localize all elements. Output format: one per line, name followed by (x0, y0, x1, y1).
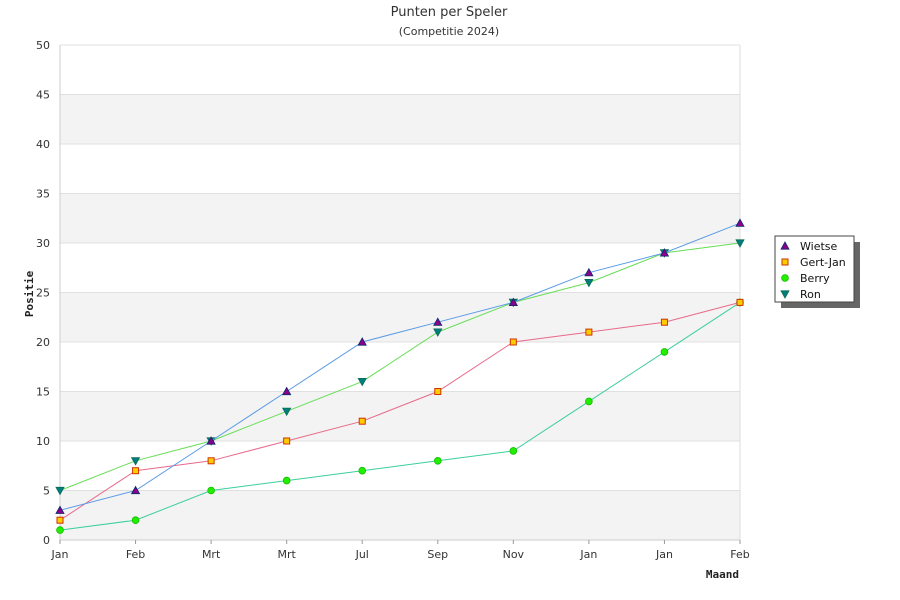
data-point (207, 486, 215, 495)
data-point (509, 447, 518, 455)
legend-marker (781, 274, 789, 282)
y-tick-label: 10 (36, 435, 50, 448)
y-tick-label: 5 (43, 485, 50, 498)
data-point (206, 436, 216, 445)
data-point (660, 348, 669, 356)
grid-band (60, 193, 740, 243)
y-axis: 0 5 10 15 20 25 30 35 40 45 50 (36, 39, 50, 547)
series-line (59, 301, 741, 531)
y-tick-label: 0 (43, 534, 50, 547)
legend: Wietse Gert-Jan Berry Ron (774, 235, 860, 308)
series-line (59, 222, 741, 511)
legend-marker (780, 290, 790, 299)
chart-title: Punten per Speler (391, 5, 508, 20)
data-point (281, 386, 292, 396)
data-point (55, 486, 65, 496)
y-tick-label: 40 (36, 138, 50, 151)
y-tick-label: 25 (36, 287, 50, 300)
data-point (585, 328, 593, 336)
grid-band (60, 45, 740, 95)
x-tick-label: Mrt (202, 548, 221, 561)
y-tick-label: 30 (36, 237, 50, 250)
data-point (508, 297, 519, 307)
x-tick-label: Jul (355, 548, 369, 561)
legend-label: Gert-Jan (800, 256, 846, 269)
x-tick-label: Jan (579, 548, 597, 561)
data-point (660, 318, 668, 326)
data-point (433, 456, 442, 465)
data-point (56, 516, 64, 524)
legend-label: Wietse (800, 240, 838, 253)
y-tick-label: 45 (36, 89, 50, 102)
y-axis-title: Positie (23, 270, 36, 317)
data-point (282, 476, 291, 485)
x-axis-title: Maand (706, 568, 739, 581)
grid-band (60, 391, 740, 441)
x-tick-label: Feb (730, 548, 749, 561)
data-point (130, 457, 141, 466)
data-point (283, 437, 291, 445)
x-tick-label: Nov (503, 548, 525, 561)
grid-band (60, 243, 740, 293)
y-tick-label: 35 (36, 188, 50, 201)
data-point (433, 317, 443, 326)
data-point (584, 278, 594, 288)
series-wietse (55, 218, 745, 514)
grid-band (60, 144, 740, 194)
series-layer (55, 218, 745, 534)
legend-marker (780, 241, 790, 250)
chart-subtitle: (Competitie 2024) (399, 25, 499, 38)
x-tick-label: Jan (51, 548, 69, 561)
y-tick-label: 20 (36, 336, 50, 349)
data-point (585, 397, 593, 406)
data-point (358, 466, 367, 475)
x-axis: Jan Feb Mrt Mrt Jul Sep Nov Jan Jan Feb (51, 540, 750, 561)
data-point (130, 485, 141, 495)
data-point (584, 267, 594, 277)
series-line (59, 242, 741, 491)
data-point (207, 457, 215, 465)
legend-marker (781, 258, 789, 266)
data-point (736, 298, 744, 306)
grid-band (60, 94, 740, 144)
x-tick-label: Feb (126, 548, 145, 561)
data-point (434, 388, 442, 395)
data-point (56, 526, 64, 534)
grid-band (60, 342, 740, 392)
data-point (659, 248, 670, 257)
x-tick-label: Sep (427, 548, 448, 561)
x-tick-label: Mrt (278, 548, 297, 561)
grid-band (60, 292, 740, 342)
grid-band (60, 490, 740, 540)
data-point (358, 417, 366, 425)
data-point (357, 337, 367, 346)
y-tick-label: 50 (36, 39, 50, 52)
data-point (281, 407, 292, 417)
legend-label: Berry (800, 272, 830, 285)
data-point (509, 338, 517, 346)
data-point (735, 239, 745, 248)
data-point (433, 328, 443, 337)
x-tick-label: Jan (655, 548, 673, 561)
series-ron (55, 239, 745, 496)
y-tick-label: 15 (36, 386, 50, 399)
data-point (357, 377, 367, 387)
data-point (55, 505, 65, 514)
data-point (132, 467, 140, 475)
data-point (735, 218, 745, 227)
legend-label: Ron (800, 288, 821, 301)
data-point (131, 516, 140, 524)
